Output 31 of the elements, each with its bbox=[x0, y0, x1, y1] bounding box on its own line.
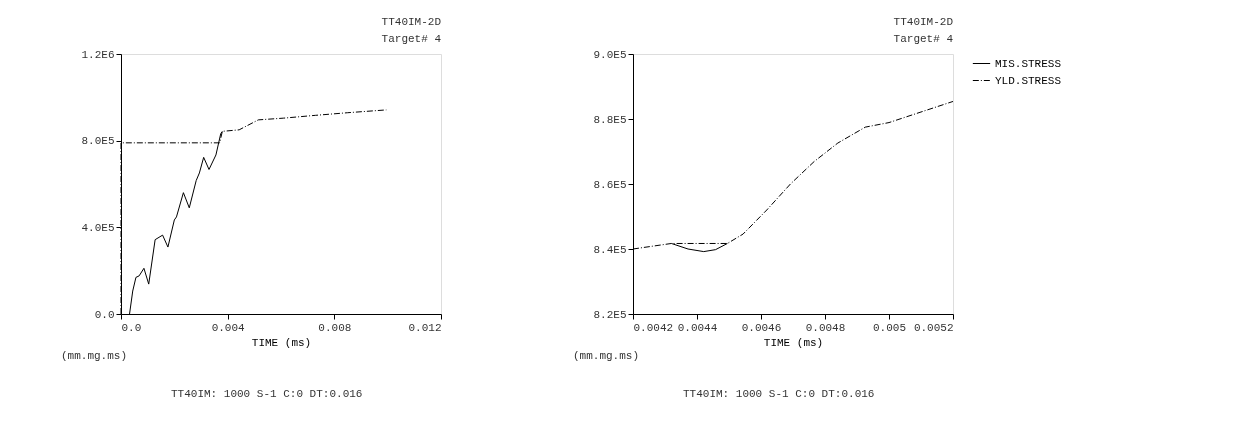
x-tick-label: 0.0 bbox=[121, 321, 142, 334]
legend-label: YLD.STRESS bbox=[995, 74, 1062, 87]
chart-title: TT40IM-2D bbox=[893, 16, 954, 28]
x-tick-label: 0.0046 bbox=[741, 321, 782, 334]
y-tick-label: 9.0E5 bbox=[593, 48, 627, 61]
y-tick-label: 8.6E5 bbox=[593, 178, 627, 191]
chart-subtitle: Target# 4 bbox=[381, 33, 442, 45]
x-tick-label: 0.004 bbox=[211, 321, 246, 334]
x-tick-label: 0.012 bbox=[408, 321, 442, 334]
x-tick-label: 0.0048 bbox=[805, 321, 846, 334]
chart-title: TT40IM-2D bbox=[381, 16, 442, 28]
x-tick-label: 0.0052 bbox=[913, 321, 954, 334]
y-tick-label: 4.0E5 bbox=[81, 221, 115, 234]
y-tick-label: 8.4E5 bbox=[593, 243, 627, 256]
text: TT40IM: 1000 S-1 C:0 DT:0.016 bbox=[683, 388, 875, 400]
y-tick-label: 8.0E5 bbox=[81, 135, 115, 148]
x-tick-label: 0.0042 bbox=[633, 321, 674, 334]
x-tick-label: 0.008 bbox=[318, 321, 352, 334]
x-axis-title: TIME (ms) bbox=[763, 336, 824, 349]
x-tick-label: 0.0044 bbox=[677, 321, 718, 334]
text: (mm.mg.ms) bbox=[61, 350, 128, 362]
y-tick-label: 1.2E6 bbox=[81, 48, 115, 61]
y-tick-label: 8.2E5 bbox=[593, 308, 627, 321]
chart-subtitle: Target# 4 bbox=[893, 33, 954, 45]
text: (mm.mg.ms) bbox=[573, 350, 640, 362]
x-axis-title: TIME (ms) bbox=[251, 336, 312, 349]
legend-label: MIS.STRESS bbox=[995, 57, 1062, 70]
y-tick-label: 0.0 bbox=[94, 308, 115, 321]
text: TT40IM: 1000 S-1 C:0 DT:0.016 bbox=[171, 388, 363, 400]
x-tick-label: 0.005 bbox=[872, 321, 907, 334]
y-tick-label: 8.8E5 bbox=[593, 113, 627, 126]
